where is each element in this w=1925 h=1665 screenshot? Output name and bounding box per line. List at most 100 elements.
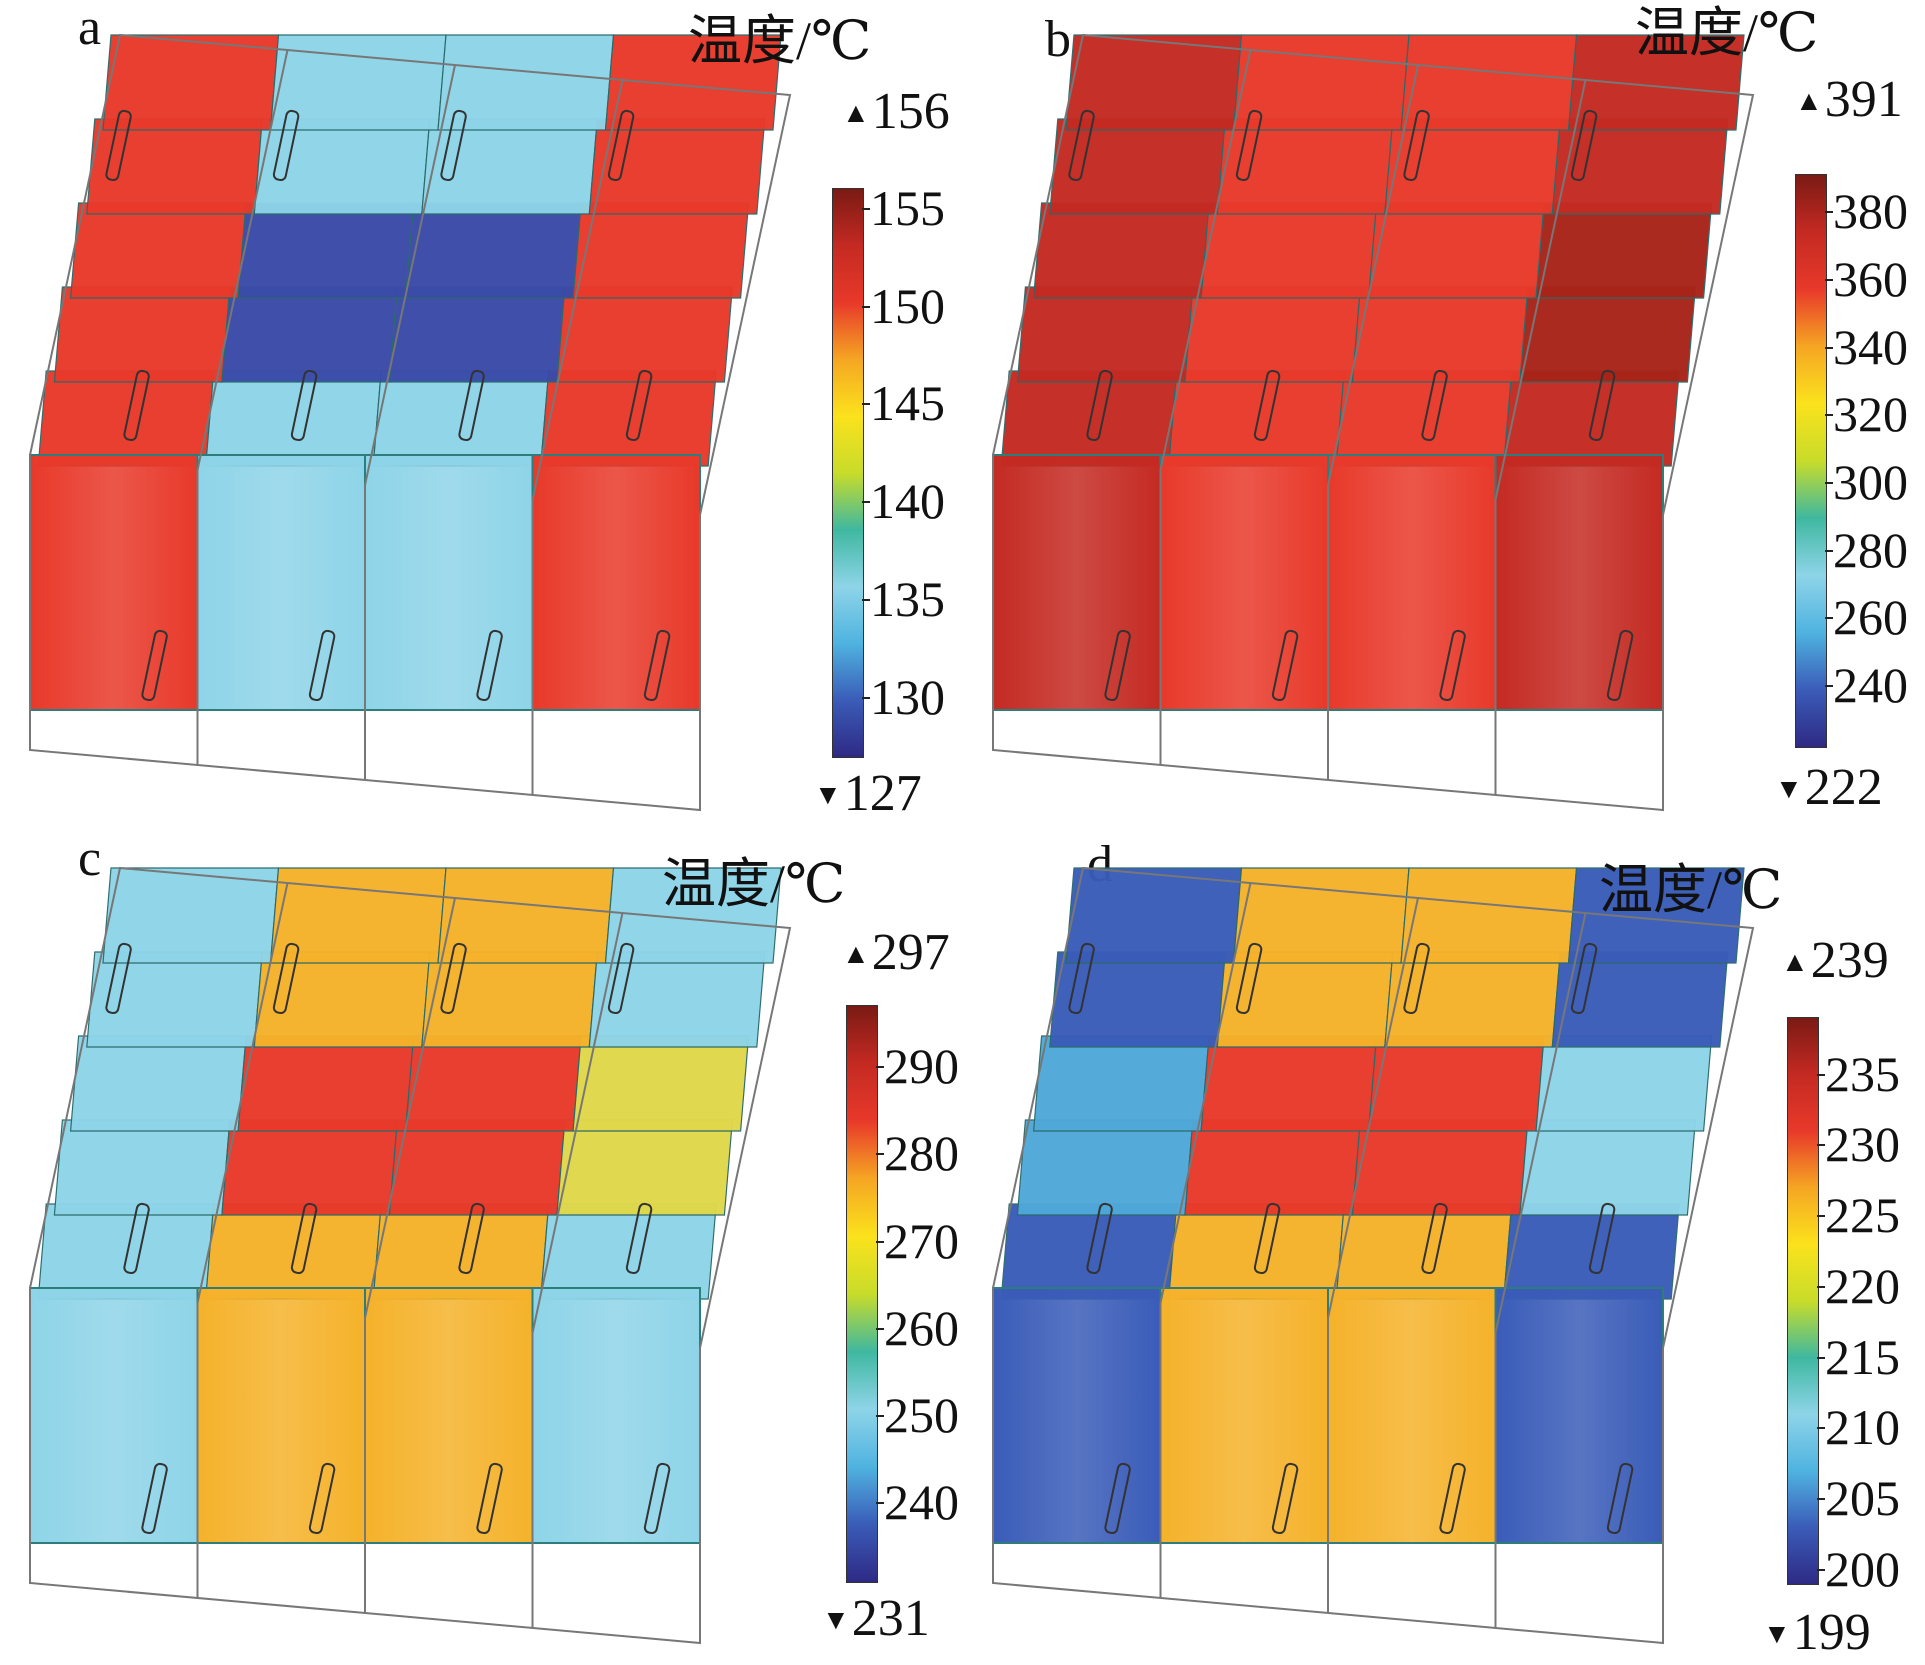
slab-face bbox=[1503, 1203, 1680, 1300]
rod-element bbox=[1439, 1462, 1466, 1535]
colorbar-tick-label: 205 bbox=[1825, 1470, 1900, 1527]
slab-face bbox=[1000, 370, 1178, 467]
colorbar-tick-mark bbox=[1825, 278, 1833, 281]
slab-face bbox=[1216, 118, 1394, 215]
colorbar-tick-mark bbox=[1825, 211, 1833, 214]
slab-face bbox=[1567, 34, 1745, 131]
colorbar-tick-label: 225 bbox=[1825, 1187, 1900, 1244]
slab-face bbox=[86, 118, 263, 215]
up-triangle-icon: ▲ bbox=[842, 98, 870, 129]
colorbar-tick-mark bbox=[876, 1415, 884, 1418]
panel-label: c bbox=[78, 830, 102, 887]
colorbar-tick-label: 320 bbox=[1833, 386, 1908, 443]
rod-element bbox=[1235, 109, 1263, 182]
rod-element bbox=[1606, 1462, 1634, 1535]
slab-face bbox=[1168, 370, 1345, 467]
slab-face bbox=[1016, 286, 1194, 383]
rod-element bbox=[308, 629, 336, 702]
colorbar-min-value: 199 bbox=[1792, 1604, 1871, 1661]
temperature-field-render bbox=[29, 33, 792, 812]
colorbar-tick-mark bbox=[1817, 1285, 1825, 1288]
front-column bbox=[1159, 454, 1329, 711]
rod-element bbox=[105, 942, 132, 1015]
slab-face bbox=[269, 34, 447, 131]
colorbar-max: ▲156 bbox=[842, 86, 950, 138]
slab-face bbox=[540, 1203, 717, 1300]
colorbar-tick-mark bbox=[876, 1066, 884, 1069]
rod-element bbox=[272, 109, 300, 182]
wireframe-divider bbox=[1327, 64, 1419, 486]
front-column bbox=[531, 454, 701, 711]
colorbar-min-value: 127 bbox=[843, 765, 922, 822]
front-column bbox=[29, 454, 199, 711]
colorbar-title: 温度/℃ bbox=[688, 11, 872, 71]
colorbar-tick-mark bbox=[862, 697, 870, 700]
colorbar-title: 温度/℃ bbox=[1599, 860, 1783, 920]
slab-face bbox=[404, 1035, 582, 1132]
colorbar-min: ▼127 bbox=[814, 768, 922, 820]
slab-face bbox=[388, 1119, 566, 1216]
colorbar-title: 温度/℃ bbox=[662, 854, 846, 914]
slab-face bbox=[1384, 118, 1561, 215]
front-column bbox=[196, 1287, 366, 1544]
slab-face bbox=[86, 951, 263, 1048]
colorbar-tick-mark bbox=[862, 305, 870, 308]
colorbar-tick-mark bbox=[862, 599, 870, 602]
slab-face bbox=[604, 34, 782, 131]
rod-element bbox=[1588, 1202, 1616, 1275]
slab-face bbox=[1335, 370, 1513, 467]
slab-face bbox=[372, 370, 550, 467]
slab-face bbox=[1184, 1119, 1362, 1216]
slab-face bbox=[588, 118, 766, 215]
colorbar-tick-mark bbox=[1825, 549, 1833, 552]
wireframe-divider bbox=[1327, 897, 1419, 1319]
colorbar-tick-mark bbox=[1825, 685, 1833, 688]
rod-element bbox=[476, 1462, 503, 1535]
front-column bbox=[196, 454, 366, 711]
rod-element bbox=[1403, 109, 1430, 182]
slab-face bbox=[1400, 34, 1578, 131]
slab-face bbox=[1351, 1119, 1529, 1216]
rod-element bbox=[643, 1462, 671, 1535]
down-triangle-icon: ▼ bbox=[822, 1605, 850, 1636]
colorbar-min: ▼231 bbox=[822, 1593, 930, 1645]
colorbar-tick-mark bbox=[876, 1502, 884, 1505]
rod-element bbox=[643, 629, 671, 702]
colorbar-tick-label: 340 bbox=[1833, 318, 1908, 375]
front-column bbox=[364, 454, 534, 711]
rod-element bbox=[440, 942, 467, 1015]
rod-element bbox=[1439, 629, 1466, 702]
slab-face bbox=[404, 202, 582, 299]
slab-face bbox=[572, 1035, 750, 1132]
wireframe-divider bbox=[531, 79, 624, 501]
colorbar-tick-mark bbox=[862, 403, 870, 406]
wireframe-divider bbox=[1159, 49, 1252, 471]
colorbar-tick-label: 290 bbox=[884, 1038, 959, 1095]
wireframe-divider bbox=[196, 882, 289, 1304]
panel-b: b 温度/℃ ▲391 ▼222 380 360 340 320 300 280 260 24… bbox=[963, 0, 1925, 830]
slab-face bbox=[221, 1119, 399, 1216]
wireframe-divider bbox=[1494, 912, 1587, 1334]
slab-face bbox=[540, 370, 717, 467]
colorbar-tick-mark bbox=[876, 1153, 884, 1156]
slab-face bbox=[1367, 202, 1545, 299]
slab-face bbox=[1519, 286, 1697, 383]
colorbar-tick-label: 215 bbox=[1825, 1328, 1900, 1385]
colorbar-tick-label: 145 bbox=[870, 375, 945, 432]
slab-face bbox=[421, 951, 598, 1048]
front-column bbox=[1327, 1287, 1497, 1544]
rod-element bbox=[1570, 942, 1598, 1015]
slab-face bbox=[1367, 1035, 1545, 1132]
front-column bbox=[531, 1287, 701, 1544]
colorbar-tick-label: 200 bbox=[1825, 1540, 1900, 1597]
slab-face bbox=[69, 1035, 247, 1132]
slab-face bbox=[1519, 1119, 1697, 1216]
rod-element bbox=[123, 1202, 150, 1275]
colorbar-min: ▼199 bbox=[1763, 1607, 1871, 1659]
wireframe-divider bbox=[364, 64, 456, 486]
rod-element bbox=[1271, 1462, 1299, 1535]
rod-element bbox=[476, 629, 503, 702]
rod-element bbox=[458, 1202, 485, 1275]
colorbar-tick-label: 130 bbox=[870, 669, 945, 726]
slab-face bbox=[1335, 1203, 1513, 1300]
